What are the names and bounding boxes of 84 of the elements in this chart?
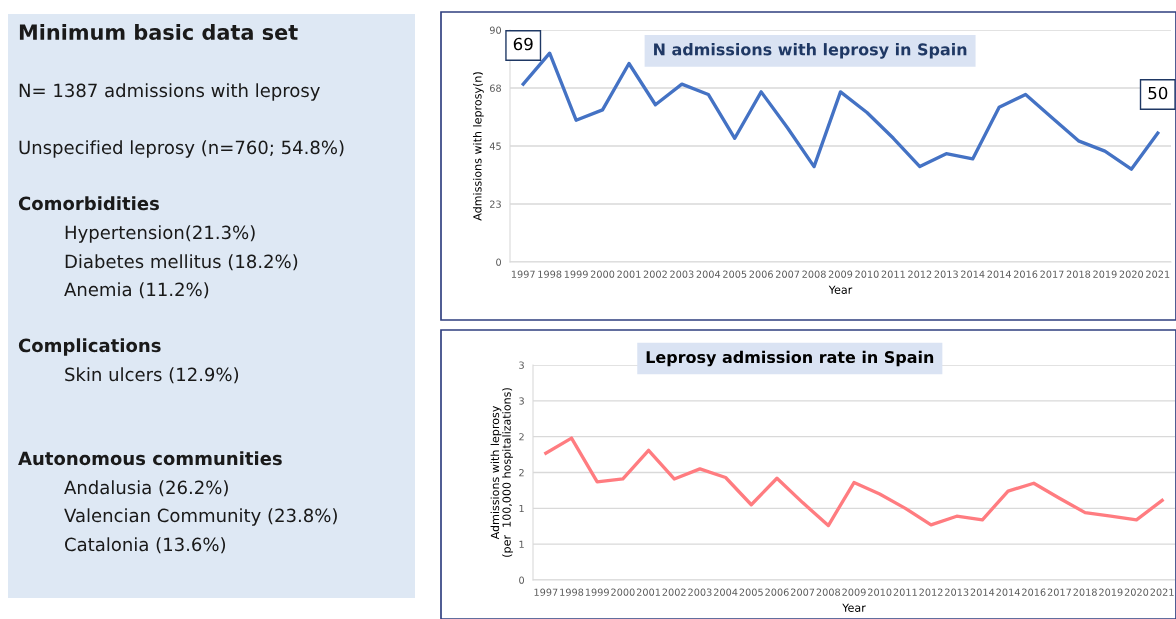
- x-tick-label: 2004: [696, 270, 721, 278]
- x-tick-label: 1998: [560, 588, 584, 596]
- y-tick-label: 45: [489, 142, 501, 150]
- x-tick-label: 2004: [713, 588, 738, 596]
- x-tick-label: 2007: [775, 270, 800, 278]
- x-tick-label: 2002: [643, 270, 667, 278]
- x-tick-label: 2020: [1124, 588, 1149, 596]
- text: Valencian Community (23.8%): [64, 508, 337, 526]
- x-tick-label: 2012: [908, 270, 932, 278]
- x-tick-label: 2006: [765, 588, 789, 596]
- x-tick-label: 2020: [1119, 270, 1144, 278]
- line-series: [544, 436, 1164, 528]
- x-tick-label: 2014: [987, 270, 1011, 278]
- y-tick-label: 2: [519, 433, 524, 441]
- text: Complications: [18, 338, 161, 356]
- x-tick-label: 2000: [611, 588, 635, 596]
- x-tick-label: 2014: [961, 270, 985, 278]
- x-tick-label: 2008: [816, 588, 841, 596]
- y-tick-label: 1: [519, 540, 524, 548]
- x-tick-label: 2014: [970, 588, 995, 596]
- x-tick-label: 2019: [1093, 270, 1117, 278]
- x-axis-title: Year: [828, 285, 853, 294]
- y-tick-label: 0: [496, 258, 502, 266]
- text: Hypertension(21.3%): [65, 225, 255, 243]
- x-tick-label: 2012: [919, 588, 943, 596]
- x-tick-label: 2018: [1066, 270, 1091, 278]
- annotation: 50: [1148, 86, 1168, 100]
- x-tick-label: 2018: [1073, 588, 1097, 596]
- x-tick-label: 2013: [945, 588, 969, 596]
- y-tick-label: 2: [519, 468, 524, 477]
- x-tick-label: 2011: [893, 588, 917, 596]
- x-tick-label: 2005: [739, 588, 763, 596]
- text: Autonomous communities: [18, 451, 282, 466]
- text: Minimum basic data set: [19, 23, 298, 41]
- x-tick-label: 1997: [534, 588, 558, 596]
- x-tick-label: 2016: [1013, 270, 1038, 278]
- x-tick-label: 2021: [1146, 270, 1170, 278]
- x-tick-label: 1999: [585, 588, 609, 596]
- x-tick-label: 2021: [1150, 588, 1174, 596]
- x-tick-label: 2014: [996, 588, 1020, 596]
- x-tick-label: 1998: [538, 270, 562, 278]
- text: Andalusia (26.2%): [64, 480, 228, 497]
- x-tick-label: 1999: [564, 270, 588, 278]
- y-axis-title: Admissions with leprosy (per 100,000 hospitalizations): [490, 388, 513, 557]
- x-tick-label: 2005: [723, 270, 747, 278]
- x-tick-label: 2003: [670, 270, 694, 278]
- x-tick-label: 2010: [868, 588, 892, 596]
- x-tick-label: 2017: [1040, 270, 1064, 278]
- y-tick-label: 3: [519, 397, 524, 405]
- y-tick-label: 0: [519, 576, 525, 584]
- y-axis-title: Admissions with leprosy(n): [472, 72, 484, 221]
- x-tick-label: 2001: [617, 270, 641, 278]
- x-tick-label: 2009: [842, 588, 866, 596]
- x-tick-label: 2013: [934, 270, 958, 278]
- text: Catalonia (13.6%): [65, 537, 226, 554]
- x-tick-label: 2006: [749, 270, 773, 278]
- y-tick-label: 1: [519, 504, 524, 513]
- text: N= 1387 admissions with leprosy: [19, 83, 320, 101]
- annotation: 69: [513, 37, 533, 51]
- x-tick-label: 2008: [802, 270, 826, 278]
- x-tick-label: 2002: [662, 588, 686, 596]
- chart-title: Leprosy admission rate in Spain: [646, 350, 934, 367]
- x-tick-label: 2007: [790, 588, 815, 596]
- text: Diabetes mellitus (18.2%): [65, 254, 298, 271]
- x-tick-label: 2001: [636, 588, 661, 596]
- text: Comorbidities: [18, 196, 159, 211]
- x-tick-label: 2010: [855, 270, 879, 278]
- y-tick-label: 68: [489, 84, 501, 92]
- text: N admissions with leprosy in Spain: [654, 43, 967, 59]
- x-tick-label: 2016: [1022, 588, 1046, 596]
- y-tick-label: 3: [519, 361, 524, 369]
- y-tick-label: 90: [489, 26, 502, 34]
- x-tick-label: 2019: [1099, 588, 1123, 596]
- x-tick-label: 1997: [511, 270, 535, 278]
- x-tick-label: 2009: [828, 270, 853, 278]
- x-tick-label: 2003: [688, 588, 712, 596]
- x-axis-title: Year: [842, 603, 866, 612]
- text: Anemia (11.2%): [64, 282, 209, 299]
- x-tick-label: 2017: [1047, 588, 1071, 596]
- text: Unspecified leprosy (n=760; 54.8%): [19, 140, 344, 158]
- y-tick-label: 23: [490, 200, 501, 208]
- x-tick-label: 2000: [590, 270, 615, 278]
- text: Skin ulcers (12.9%): [65, 367, 239, 384]
- x-tick-label: 2011: [881, 270, 905, 278]
